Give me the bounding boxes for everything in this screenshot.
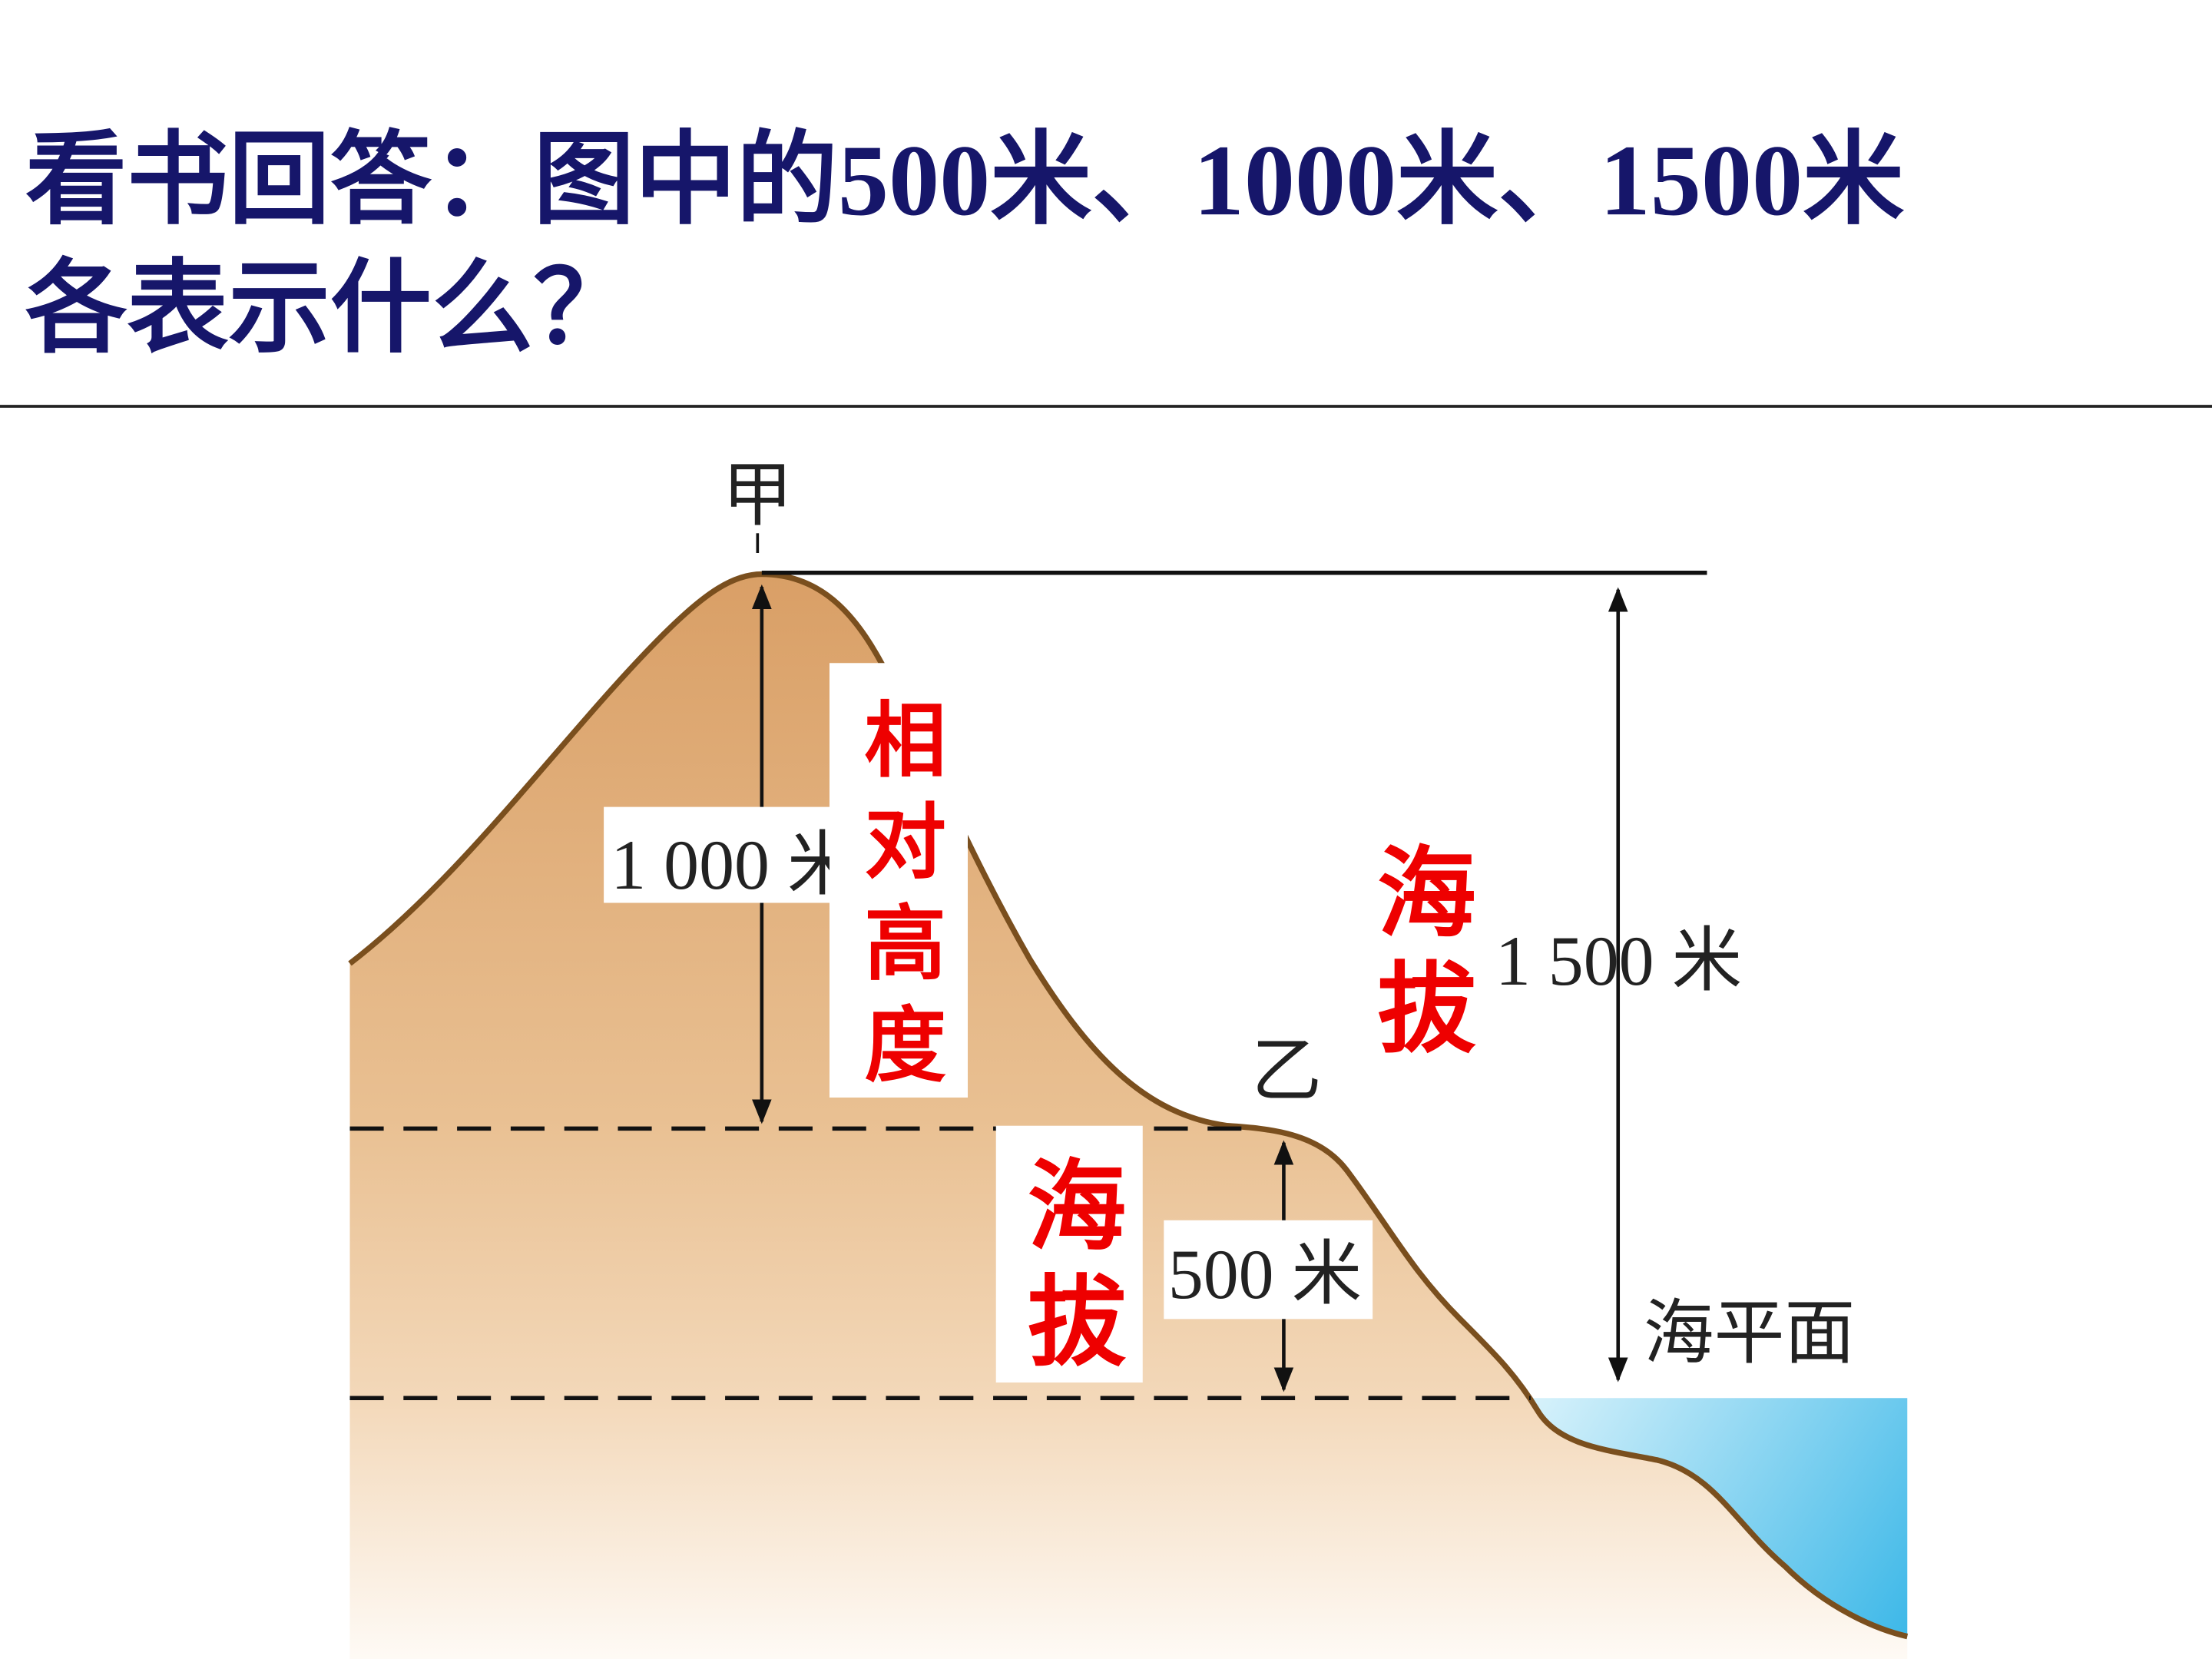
annotation: 海拔 (1011, 1154, 1125, 1385)
sea (1530, 1398, 1908, 1637)
sea-level-label: 海平面 (1644, 1294, 1855, 1373)
peak-elevation-label: 1 500 米 (1495, 922, 1742, 1000)
coastline (348, 571, 1909, 1640)
annotation: 相对高度 (849, 697, 945, 1103)
peak-label: 甲 (722, 456, 793, 535)
relative-height-label: 1 000 米 (611, 826, 857, 904)
land (349, 574, 1908, 1659)
valley-elevation-label: 500 米 (1168, 1235, 1363, 1313)
title-line: 看书回答：图中的500米、1000米、1500米 (25, 124, 1904, 237)
label-box (604, 806, 833, 903)
valley-label: 乙 (1251, 1031, 1322, 1110)
annotation-box (995, 1125, 1143, 1382)
title-line: 各表示什么？ (25, 252, 634, 365)
label-box (1164, 1220, 1373, 1320)
annotation: 海拔 (1360, 841, 1475, 1072)
annotation-box (830, 663, 968, 1098)
